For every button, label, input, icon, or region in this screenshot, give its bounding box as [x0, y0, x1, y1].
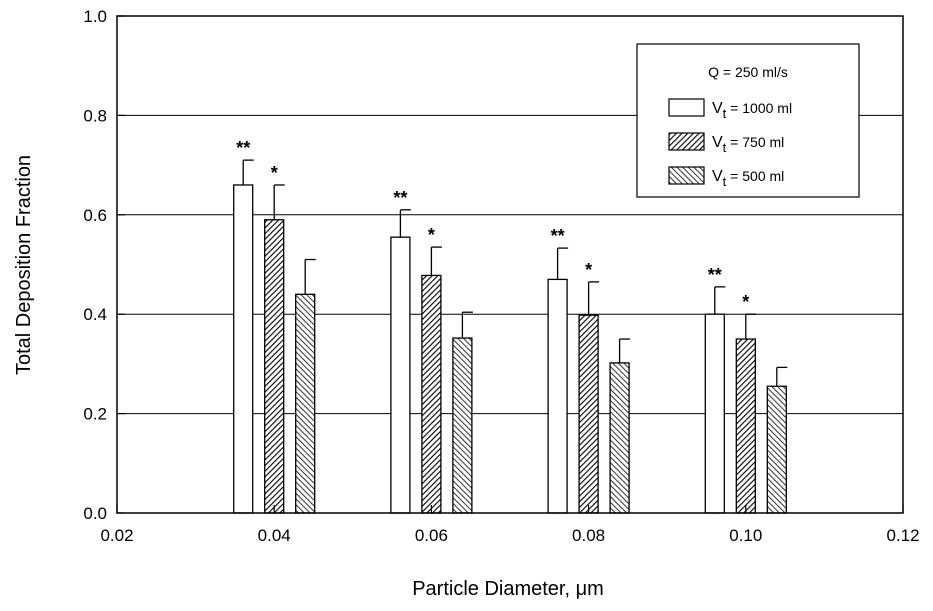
bar [609, 362, 630, 514]
bar [578, 314, 599, 514]
bar [452, 337, 473, 514]
y-tick-label: 0.6 [83, 206, 107, 225]
bar [735, 338, 756, 514]
bar [264, 219, 285, 514]
legend-swatch [668, 166, 705, 185]
significance-label: * [742, 292, 749, 312]
legend-title: Q = 250 ml/s [708, 64, 788, 80]
legend-label: Vt = 1000 ml [712, 100, 792, 121]
x-tick-label: 0.12 [886, 526, 919, 545]
x-tick-label: 0.08 [572, 526, 605, 545]
x-tick-label: 0.10 [729, 526, 762, 545]
x-tick-label: 0.06 [415, 526, 448, 545]
bar [233, 184, 254, 514]
legend: Q = 250 ml/s Vt = 1000 ml Vt = 750 ml Vt =… [636, 43, 860, 198]
bars [233, 184, 787, 514]
significance-label: ** [236, 138, 250, 158]
x-axis-title: Particle Diameter, μm [412, 578, 604, 600]
y-tick-label: 0.0 [83, 504, 107, 523]
x-tick-label: 0.04 [258, 526, 291, 545]
significance-label: ** [393, 188, 407, 208]
bar [766, 385, 787, 514]
plot-axes [116, 15, 904, 514]
bar [295, 293, 316, 514]
y-tick-label: 0.2 [83, 405, 107, 424]
legend-swatch [668, 132, 705, 151]
significance-label: ** [551, 226, 565, 246]
x-tick-label: 0.02 [100, 526, 133, 545]
significance-label: ** [708, 265, 722, 285]
bar [547, 278, 568, 514]
significance-label: * [585, 260, 592, 280]
legend-label: Vt = 750 ml [712, 134, 784, 155]
y-tick-label: 0.4 [83, 305, 107, 324]
bar [421, 274, 442, 514]
tick-labels: 0.0 0.2 0.4 0.6 0.8 1.0 0.02 0.04 0.06 0.08 0.10 0.… [83, 7, 919, 545]
legend-label: Vt = 500 ml [712, 168, 784, 189]
y-tick-label: 1.0 [83, 7, 107, 26]
bar [704, 313, 725, 514]
plot-frame [116, 15, 904, 514]
legend-swatch [668, 98, 705, 117]
bar [390, 236, 411, 514]
significance-label: * [428, 225, 435, 245]
significance-labels: ****** *** *** [236, 138, 749, 312]
y-tick-label: 0.8 [83, 106, 107, 125]
significance-label: * [271, 163, 278, 183]
error-bars [242, 159, 788, 387]
y-axis-title: Total Deposition Fraction [13, 155, 35, 375]
